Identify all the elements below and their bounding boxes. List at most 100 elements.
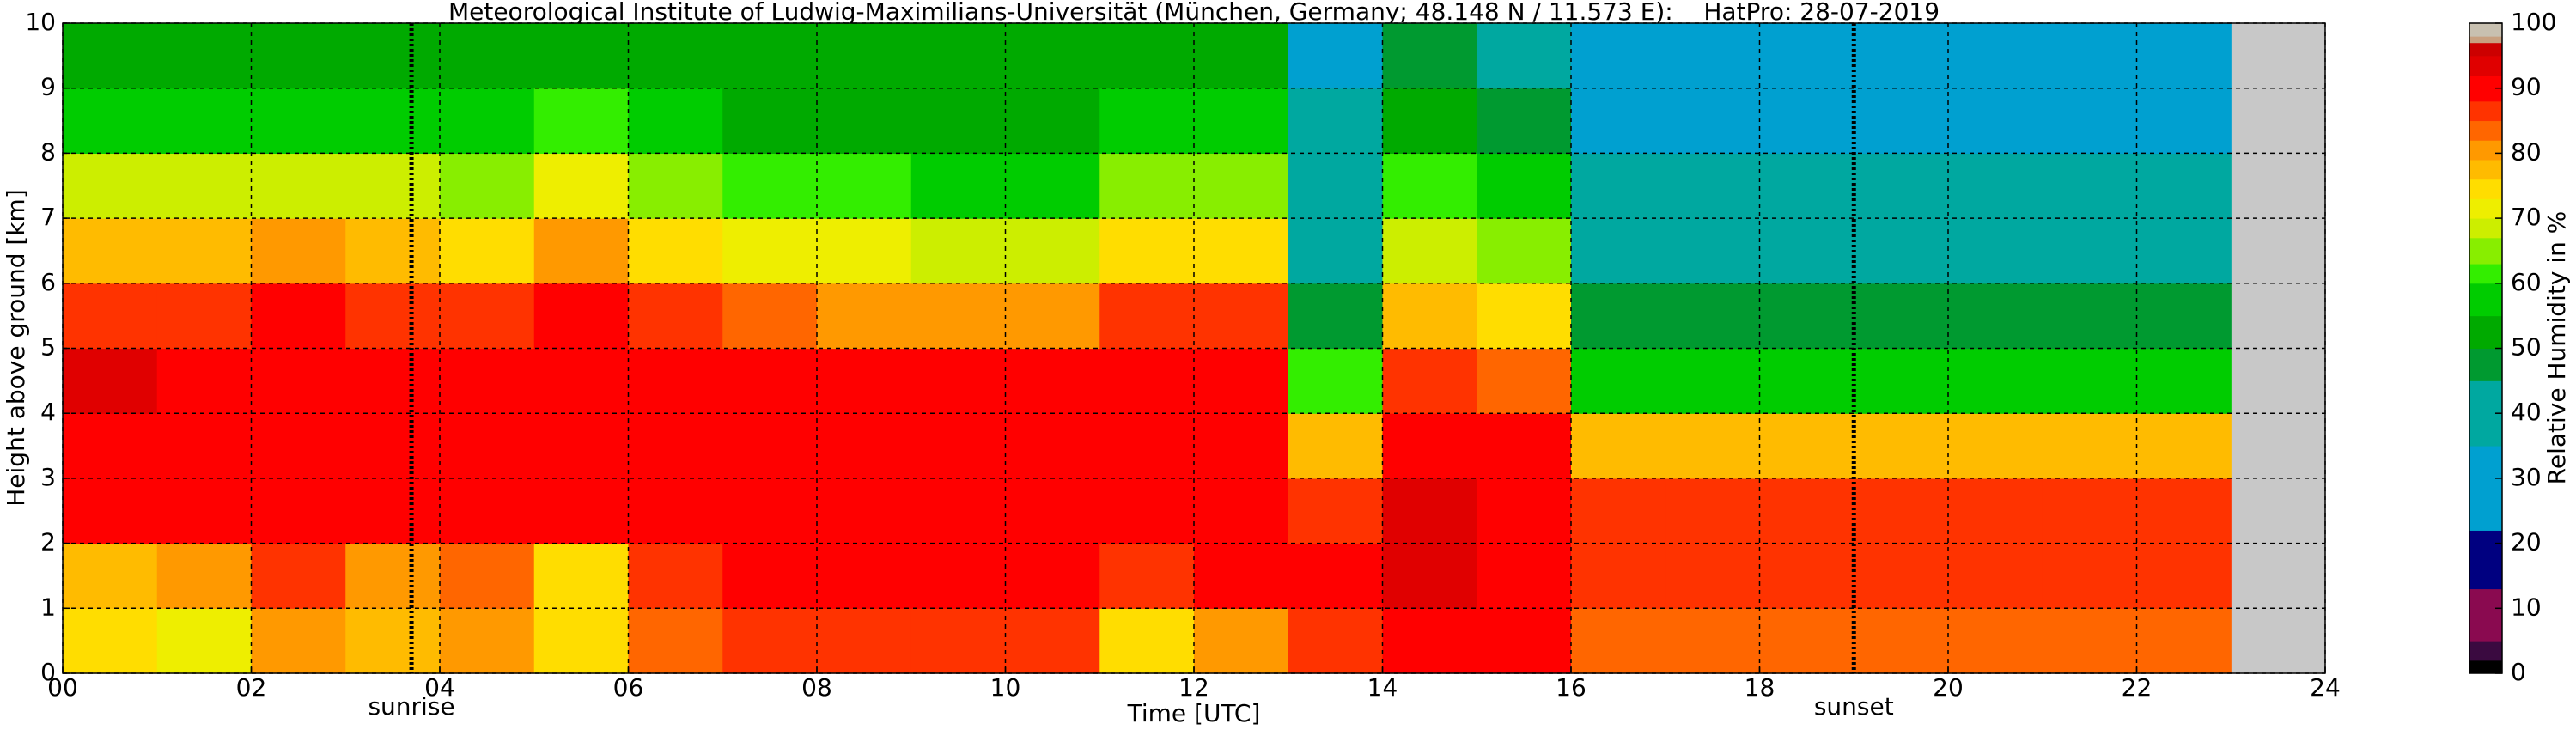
colorbar-segment xyxy=(2469,55,2502,76)
heatmap-cell xyxy=(63,23,158,89)
heatmap-cell xyxy=(1665,413,1761,479)
heatmap-cell xyxy=(1854,23,1949,89)
heatmap-cell xyxy=(1571,413,1666,479)
heatmap-cell xyxy=(440,283,535,350)
heatmap-cell xyxy=(533,218,630,284)
heatmap-cell xyxy=(251,218,346,284)
heatmap-cell xyxy=(910,543,1007,609)
heatmap-cell xyxy=(1854,218,1949,284)
x-tick-label: 06 xyxy=(613,673,644,702)
x-tick-label: 14 xyxy=(1367,673,1398,702)
heatmap-cell xyxy=(1288,478,1384,544)
x-tick-label: 10 xyxy=(990,673,1021,702)
heatmap-cell xyxy=(1854,413,1949,479)
y-tick-label: 8 xyxy=(40,137,56,166)
heatmap-cell xyxy=(2136,153,2232,219)
heatmap-cell xyxy=(63,153,158,219)
heatmap-cell xyxy=(910,218,1007,284)
heatmap-cell xyxy=(533,478,630,544)
heatmap-cell xyxy=(1288,413,1384,479)
heatmap-cell xyxy=(345,88,441,154)
heatmap-cell xyxy=(1854,608,1949,674)
heatmap-cell xyxy=(1665,283,1761,350)
colorbar-tick-label: 70 xyxy=(2511,203,2542,231)
heatmap-cell xyxy=(1099,543,1195,609)
heatmap-cell xyxy=(1948,543,2043,609)
heatmap-cell xyxy=(345,543,441,609)
heatmap-cell xyxy=(1288,88,1384,154)
heatmap-cell xyxy=(722,413,818,479)
heatmap-cell xyxy=(1759,88,1854,154)
heatmap-cell xyxy=(1382,88,1477,154)
heatmap-cell xyxy=(1382,608,1477,674)
heatmap-cell xyxy=(1194,608,1289,674)
heatmap-cell xyxy=(2042,23,2138,89)
colorbar-tick-label: 10 xyxy=(2511,593,2542,621)
heatmap-cell xyxy=(1382,478,1477,544)
heatmap-cell xyxy=(533,23,630,89)
heatmap-cell xyxy=(1194,413,1289,479)
heatmap-cell xyxy=(1099,413,1195,479)
heatmap-cell xyxy=(533,608,630,674)
heatmap-cell xyxy=(1382,23,1477,89)
heatmap-cell xyxy=(1005,218,1100,284)
heatmap-cell xyxy=(63,543,158,609)
heatmap-cell xyxy=(1194,88,1289,154)
heatmap-cell xyxy=(1948,478,2043,544)
heatmap-cell xyxy=(533,88,630,154)
heatmap-cell xyxy=(2042,88,2138,154)
heatmap-cell xyxy=(1948,153,2043,219)
heatmap-cell xyxy=(440,153,535,219)
heatmap-cell xyxy=(817,478,912,544)
heatmap-cell xyxy=(1948,348,2043,414)
heatmap-cell xyxy=(1571,608,1666,674)
colorbar-tick-label: 80 xyxy=(2511,137,2542,166)
heatmap-cell xyxy=(2042,413,2138,479)
heatmap-cell xyxy=(440,543,535,609)
heatmap-cell xyxy=(722,608,818,674)
heatmap-cell xyxy=(2136,543,2232,609)
heatmap-cell xyxy=(1005,348,1100,414)
heatmap-cell xyxy=(1194,218,1289,284)
heatmap-cell xyxy=(440,88,535,154)
heatmap-cell xyxy=(817,348,912,414)
heatmap-cell xyxy=(1759,218,1854,284)
heatmap-cell xyxy=(1948,608,2043,674)
heatmap-cell xyxy=(1477,218,1572,284)
heatmap-cell xyxy=(628,348,723,414)
colorbar-tick-label: 100 xyxy=(2511,8,2556,36)
heatmap-cell xyxy=(1665,88,1761,154)
heatmap-cell xyxy=(817,543,912,609)
colorbar-segment xyxy=(2469,264,2502,284)
colorbar-tick-label: 40 xyxy=(2511,398,2542,426)
heatmap-cell xyxy=(1099,608,1195,674)
heatmap-cell xyxy=(440,413,535,479)
heatmap-cell xyxy=(345,478,441,544)
colorbar-segment xyxy=(2469,179,2502,199)
heatmap-cell xyxy=(2136,218,2232,284)
heatmap-cell xyxy=(1005,88,1100,154)
heatmap-cell xyxy=(2136,88,2232,154)
heatmap-cell xyxy=(156,608,253,674)
heatmap-cell xyxy=(156,413,253,479)
heatmap-cell xyxy=(63,478,158,544)
heatmap-cell xyxy=(1665,543,1761,609)
heatmap-cell xyxy=(2042,348,2138,414)
y-tick-label: 7 xyxy=(40,203,56,231)
chart-title: Meteorological Institute of Ludwig-Maxim… xyxy=(448,0,1940,26)
heatmap-cell xyxy=(1948,413,2043,479)
heatmap-cell xyxy=(2042,608,2138,674)
heatmap-cell xyxy=(910,153,1007,219)
heatmap-cell xyxy=(345,153,441,219)
y-tick-label: 6 xyxy=(40,268,56,296)
colorbar-segment xyxy=(2469,120,2502,141)
y-axis-label: Height above ground [km] xyxy=(2,189,30,507)
heatmap-cell xyxy=(63,348,158,414)
heatmap-cell xyxy=(1665,218,1761,284)
colorbar-segment xyxy=(2469,23,2502,37)
heatmap-cell xyxy=(251,348,346,414)
heatmap-cell xyxy=(1005,283,1100,350)
heatmap-cell xyxy=(2136,348,2232,414)
heatmap-cell xyxy=(1005,23,1100,89)
